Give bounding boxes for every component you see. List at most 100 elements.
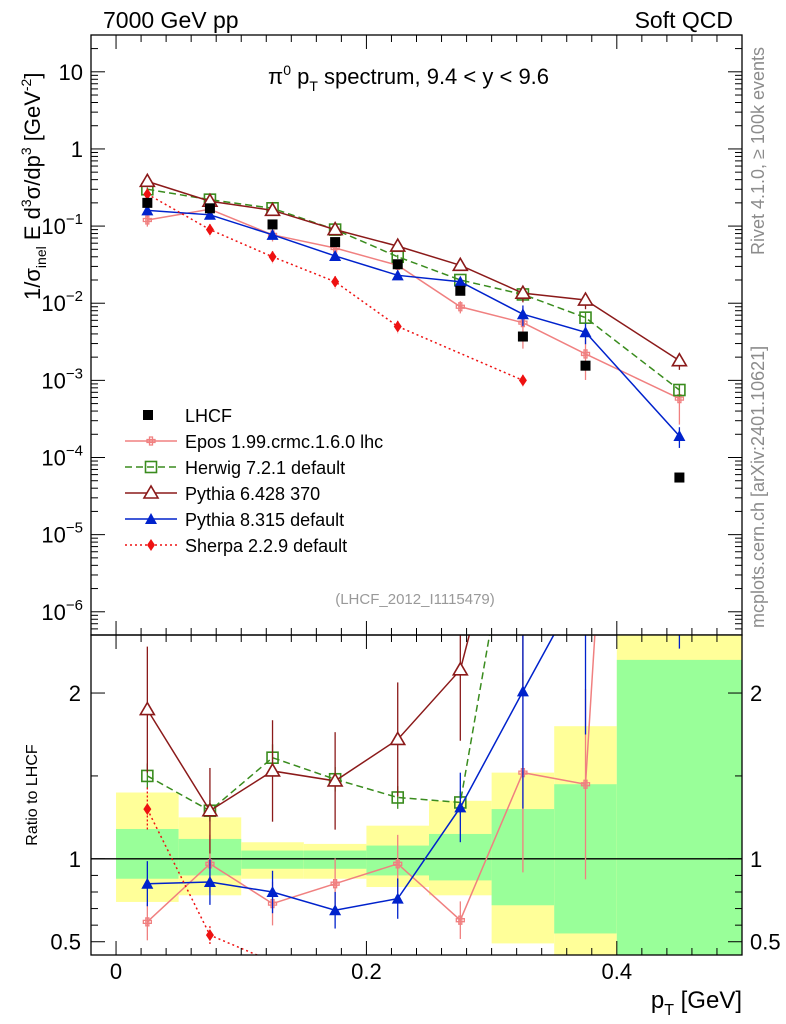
point-lhcf <box>674 472 685 483</box>
ratio-point-sherpa <box>205 929 214 942</box>
legend-marker-pythia8 <box>145 513 157 524</box>
y-tick-label: 1 <box>71 137 83 162</box>
legend-label-herwig: Herwig 7.2.1 default <box>185 458 345 478</box>
point-pythia6 <box>264 201 281 217</box>
point-sherpa <box>205 223 214 236</box>
point-pythia6 <box>451 256 469 272</box>
point-pythia6 <box>577 291 594 306</box>
ratio-y-tick-label-right: 1 <box>750 847 762 872</box>
ratio-point-pythia8 <box>516 685 529 697</box>
series-pythia6 <box>138 172 688 370</box>
series-epos <box>142 203 685 425</box>
ratio-y-tick-label: 1 <box>69 847 81 872</box>
energy-label: 7000 GeV pp <box>103 7 239 33</box>
ratio-point-pythia6 <box>264 762 281 777</box>
legend: LHCF Epos 1.99.crmc.1.6.0 lhc Herwig 7.2.1… <box>125 406 383 556</box>
x-tick-label: 0 <box>110 959 122 984</box>
point-sherpa <box>268 250 277 263</box>
ratio-point-pythia6 <box>326 772 344 787</box>
legend-label-pythia6: Pythia 6.428 370 <box>185 484 320 504</box>
x-tick-label: 0.2 <box>351 959 382 984</box>
x-tick-label: 0.4 <box>602 959 633 984</box>
point-pythia8 <box>391 269 404 281</box>
ratio-y-tick-label: 2 <box>69 681 81 706</box>
ratio-point-pythia8 <box>141 877 154 889</box>
point-pythia8 <box>579 326 592 338</box>
point-pythia8 <box>141 204 154 216</box>
plot-title: π0 pT spectrum, 9.4 < y < 9.6 <box>268 62 549 94</box>
legend-marker-lhcf <box>143 410 153 420</box>
point-lhcf <box>580 360 591 371</box>
legend-label-sherpa: Sherpa 2.2.9 default <box>185 536 347 556</box>
legend-marker-epos <box>146 436 156 446</box>
point-lhcf <box>204 203 215 214</box>
point-pythia8 <box>203 208 216 220</box>
y-tick-label: 10−5 <box>41 520 83 548</box>
ratio-series-pythia6 <box>138 635 524 854</box>
rivet-version-label: Rivet 4.1.0, ≥ 100k events <box>748 47 768 255</box>
point-sherpa <box>143 188 152 201</box>
point-pythia6 <box>326 221 344 236</box>
series-pythia8 <box>141 204 686 448</box>
legend-entry-herwig: Herwig 7.2.1 default <box>125 458 345 478</box>
point-sherpa <box>518 374 527 387</box>
series-lhcf <box>142 197 685 483</box>
ratio-point-pythia6 <box>389 730 407 746</box>
point-lhcf <box>455 285 466 296</box>
legend-label-pythia8: Pythia 8.315 default <box>185 510 344 530</box>
uncertainty-band-inner <box>241 850 304 869</box>
legend-entry-lhcf: LHCF <box>143 406 232 426</box>
ratio-point-sherpa <box>143 803 152 816</box>
ratio-y-axis-label: Ratio to LHCF <box>24 744 41 846</box>
x-axis-label: pT [GeV] <box>651 987 742 1019</box>
y-tick-label: 10−1 <box>41 211 83 239</box>
y-tick-label: 10−2 <box>41 288 83 316</box>
main-plot-panel: 10 1 10−1 10−2 10−3 10−4 10−5 10−6 <box>41 34 743 636</box>
legend-entry-epos: Epos 1.99.crmc.1.6.0 lhc <box>125 432 383 452</box>
ratio-y-tick-label: 0.5 <box>50 930 81 955</box>
ratio-point-epos <box>393 859 403 869</box>
reference-label: mcplots.cern.ch [arXiv:2401.10621] <box>748 346 768 628</box>
y-tick-label: 10−4 <box>41 443 83 471</box>
category-label: Soft QCD <box>635 7 733 33</box>
point-lhcf <box>330 237 341 248</box>
ratio-point-epos <box>330 879 340 889</box>
point-lhcf <box>267 219 278 230</box>
ratio-point-epos <box>455 915 465 925</box>
point-pythia6 <box>514 284 532 299</box>
y-tick-label: 10−3 <box>41 365 83 393</box>
point-pythia8 <box>673 429 686 441</box>
ratio-point-pythia8 <box>454 801 467 813</box>
legend-entry-pythia8: Pythia 8.315 default <box>125 510 344 530</box>
ratio-point-pythia8 <box>266 885 279 897</box>
legend-label-lhcf: LHCF <box>185 406 232 426</box>
point-pythia8 <box>454 275 467 287</box>
series-herwig <box>141 182 686 397</box>
legend-marker-pythia6 <box>142 484 160 499</box>
ratio-point-pythia6 <box>451 661 469 676</box>
ratio-y-tick-label-right: 2 <box>750 681 762 706</box>
series-line-pythia8 <box>147 209 680 437</box>
ratio-plot-panel: 0.5 0.5 1 1 2 2 0 0.2 0.4 <box>50 634 781 984</box>
point-pythia6 <box>389 237 407 252</box>
y-axis-label: 1/σinel E d3σ/dp3 [GeV-2] <box>18 73 49 300</box>
ratio-point-epos <box>580 779 591 789</box>
ratio-point-pythia6 <box>138 701 156 716</box>
point-lhcf <box>392 259 403 270</box>
y-tick-label: 10 <box>59 60 83 85</box>
ratio-point-pythia8 <box>391 892 404 904</box>
point-epos <box>142 215 152 225</box>
series-sherpa <box>143 188 527 388</box>
point-pythia6 <box>138 172 156 188</box>
ratio-point-pythia8 <box>203 876 216 888</box>
analysis-watermark: (LHCF_2012_I1115479) <box>335 591 495 608</box>
ratio-point-pythia6 <box>201 802 219 817</box>
point-herwig <box>673 383 686 397</box>
uncertainty-band-inner <box>616 659 742 955</box>
ratio-series-sherpa <box>143 787 259 955</box>
legend-entry-pythia6: Pythia 6.428 370 <box>125 484 320 504</box>
point-epos <box>580 349 591 359</box>
legend-marker-herwig <box>144 460 158 474</box>
point-lhcf <box>142 197 153 208</box>
